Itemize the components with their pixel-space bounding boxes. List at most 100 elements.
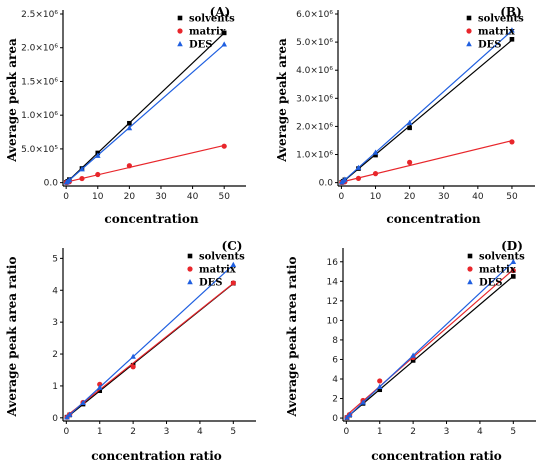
point-DES xyxy=(360,399,366,405)
point-matrix xyxy=(377,378,383,384)
point-solvents xyxy=(377,387,383,393)
point-matrix xyxy=(130,364,136,370)
fit-line-DES xyxy=(66,44,225,184)
y-tick-label: 6 xyxy=(332,355,338,365)
point-DES xyxy=(221,41,227,47)
fit-line-DES xyxy=(66,264,234,418)
y-tick-label: 4.0×10⁶ xyxy=(296,66,333,76)
y-tick-label: 4 xyxy=(332,375,338,385)
point-solvents xyxy=(221,30,227,36)
x-tick-label: 0 xyxy=(63,427,69,437)
fit-line-matrix xyxy=(66,144,225,183)
y-tick-label: 1.0×10⁶ xyxy=(296,151,333,161)
legend-label-solvents: solvents xyxy=(478,14,524,25)
fit-line-DES xyxy=(346,261,514,418)
panel-tag: (A) xyxy=(210,5,231,19)
x-tick-label: 10 xyxy=(370,192,382,202)
y-tick-label: 5.0×10⁶ xyxy=(296,38,333,48)
point-matrix xyxy=(510,267,516,274)
point-DES xyxy=(96,384,103,390)
legend-marker-solvents xyxy=(177,15,183,21)
y-tick-label: 2.0×10⁶ xyxy=(21,44,58,54)
fit-line-DES xyxy=(341,30,513,183)
panel-2: 0 10 20 30 40 50 0.0 1.0×10⁶ 2.0×10⁶ 3.0×10⁶ 4.0×1… xyxy=(275,5,535,226)
x-tick-label: 5 xyxy=(230,427,236,437)
panel-tag: (C) xyxy=(222,239,243,253)
point-DES xyxy=(406,119,413,125)
y-tick-label: 8 xyxy=(332,336,338,346)
point-solvents xyxy=(407,125,412,131)
x-tick-label: 3 xyxy=(444,427,450,437)
y-tick-label: 3.0×10⁶ xyxy=(296,94,333,104)
legend-marker-matrix xyxy=(467,266,473,272)
legend-marker-DES xyxy=(187,279,193,285)
legend-label-matrix: matrix xyxy=(479,265,517,276)
point-solvents xyxy=(509,36,515,42)
y-tick-label: 2 xyxy=(332,395,338,405)
point-solvents xyxy=(511,274,516,279)
y-axis-label: Average peak area ratio xyxy=(285,257,299,418)
legend-label-DES: DES xyxy=(478,40,502,51)
y-tick-label: 12 xyxy=(327,297,338,307)
x-tick-label: 2 xyxy=(410,427,416,437)
x-tick-label: 40 xyxy=(187,192,199,202)
y-tick-label: 0.0 xyxy=(319,179,334,189)
panel-tag: (B) xyxy=(500,5,522,19)
y-axis-label: Average peak area xyxy=(275,38,289,163)
y-tick-label: 0 xyxy=(52,414,58,424)
y-tick-label: 16 xyxy=(327,258,339,268)
panel-3: 0 1 2 3 4 5 0 1 2 3 4 5 concentration ratio Average p… xyxy=(5,239,256,463)
legend-label-matrix: matrix xyxy=(189,27,227,38)
x-tick-label: 50 xyxy=(218,192,230,202)
fit-line-matrix xyxy=(341,140,513,183)
y-tick-label: 5.0×10⁵ xyxy=(21,145,58,155)
y-tick-label: 5 xyxy=(52,254,58,264)
legend-marker-solvents xyxy=(467,253,473,259)
point-DES xyxy=(510,258,517,264)
x-tick-label: 30 xyxy=(155,192,167,202)
y-tick-label: 0.0 xyxy=(44,179,59,189)
x-tick-label: 10 xyxy=(92,192,104,202)
x-tick-label: 3 xyxy=(164,427,170,437)
x-axis-label: concentration xyxy=(104,212,198,226)
y-tick-label: 2 xyxy=(52,350,58,360)
legend-marker-DES xyxy=(466,41,472,47)
x-axis-label: concentration ratio xyxy=(91,449,222,463)
fit-line-solvents xyxy=(346,275,514,418)
fit-line-solvents xyxy=(66,32,225,184)
y-tick-label: 6.0×10⁶ xyxy=(296,10,333,20)
legend-label-DES: DES xyxy=(189,40,213,51)
x-tick-label: 4 xyxy=(477,427,483,437)
y-tick-label: 4 xyxy=(52,286,58,296)
y-tick-label: 2.0×10⁶ xyxy=(296,122,333,132)
point-DES xyxy=(94,152,101,158)
panel-tag: (D) xyxy=(501,239,523,253)
y-tick-label: 0 xyxy=(332,414,338,424)
point-matrix xyxy=(509,139,515,145)
legend-label-matrix: matrix xyxy=(199,265,237,276)
point-DES xyxy=(342,176,348,182)
legend-label-DES: DES xyxy=(479,278,503,289)
x-tick-label: 0 xyxy=(343,427,349,437)
point-DES xyxy=(410,352,416,358)
legend-marker-solvents xyxy=(466,15,472,21)
point-matrix xyxy=(407,159,413,165)
y-tick-label: 3 xyxy=(52,318,58,328)
point-DES xyxy=(130,353,136,359)
x-tick-label: 1 xyxy=(377,427,383,437)
point-DES xyxy=(355,164,362,170)
point-DES xyxy=(509,27,515,33)
point-DES xyxy=(346,411,353,418)
point-matrix xyxy=(79,175,85,182)
x-tick-label: 40 xyxy=(472,192,484,202)
point-DES xyxy=(79,166,85,172)
point-matrix xyxy=(95,171,101,178)
fit-line-solvents xyxy=(341,39,513,184)
panel-1: 0 10 20 30 40 50 0.0 5.0×10⁵ 1.0×10⁶ 1.5×10⁶ 2.0×1… xyxy=(5,5,246,226)
x-tick-label: 2 xyxy=(130,427,136,437)
x-tick-label: 5 xyxy=(510,427,516,437)
point-solvents xyxy=(97,388,103,394)
legend-label-solvents: solvents xyxy=(199,252,245,263)
x-tick-label: 0 xyxy=(63,192,69,202)
